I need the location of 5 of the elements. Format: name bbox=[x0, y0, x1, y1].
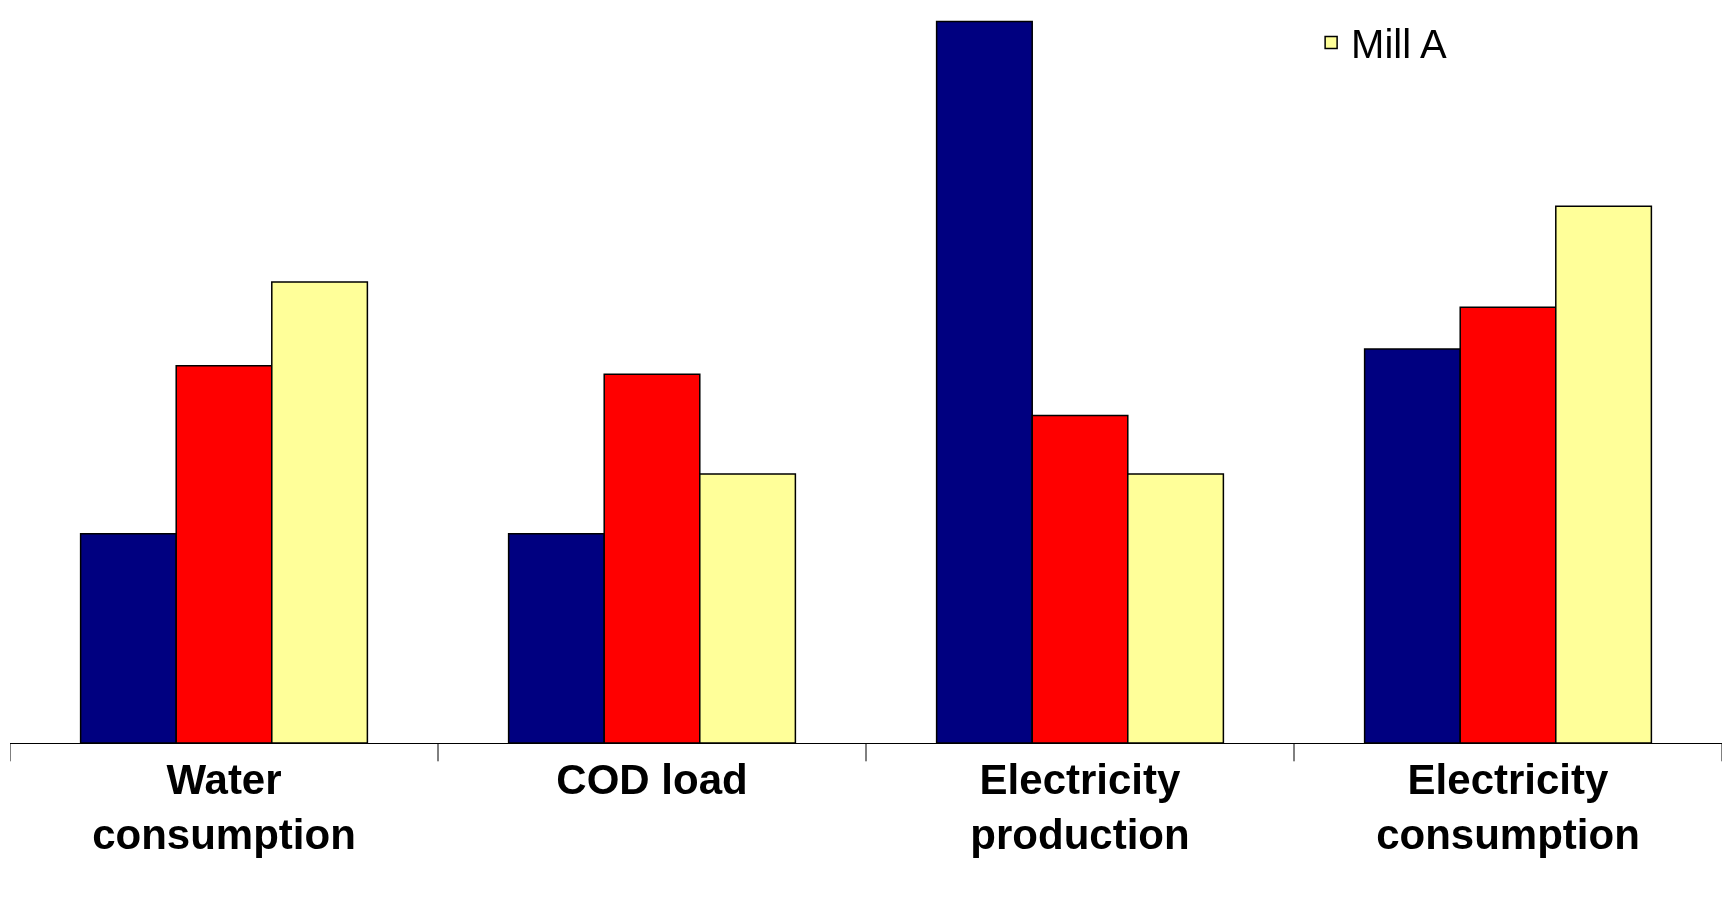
x-tick-label: Electricity consumption bbox=[1376, 756, 1640, 858]
legend-label: Mill A bbox=[1351, 22, 1448, 67]
x-tick-label: COD load bbox=[556, 756, 748, 804]
x-tick-label: Water consumption bbox=[92, 756, 356, 858]
x-tick-label: Electricity production bbox=[970, 756, 1190, 858]
